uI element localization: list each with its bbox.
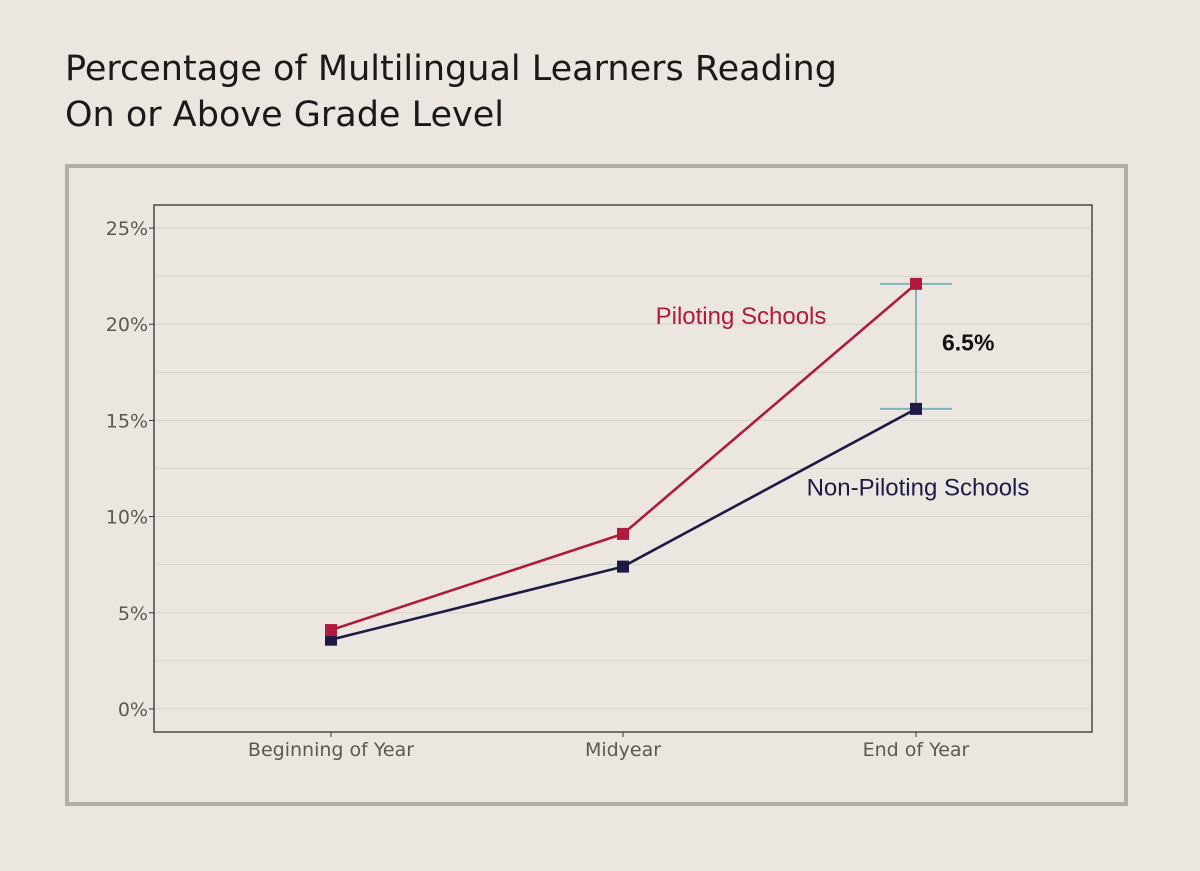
chart-title-line-2: On or Above Grade Level [65,95,504,135]
y-axis: 0% 5% 10% 15% 20% 25% [106,218,154,721]
data-point [325,624,337,637]
chart-title: Percentage of Multilingual Learners Read… [65,46,1065,138]
series-label: Non-Piloting Schools [807,474,1030,501]
chart-title-line-1: Percentage of Multilingual Learners Read… [65,49,837,89]
y-tick-label: 25% [106,218,148,240]
data-point [617,560,629,573]
series-group [325,277,922,646]
grid-lines [155,227,1091,710]
x-tick-label: End of Year [863,739,970,761]
x-tick-label: Beginning of Year [248,739,414,761]
chart-frame [65,164,1128,806]
gap-label: 6.5% [942,329,994,355]
y-tick-label: 10% [106,507,148,529]
x-tick-label: Midyear [585,739,661,761]
series-labels: Piloting Schools Non-Piloting Schools [656,303,1030,501]
y-tick-label: 5% [118,603,148,625]
data-point [617,527,629,540]
data-point [910,402,922,415]
y-tick-label: 0% [118,699,148,721]
y-tick-label: 15% [106,410,148,432]
x-axis: Beginning of Year Midyear End of Year [248,732,970,761]
y-tick-label: 20% [106,314,148,336]
data-point [325,633,337,646]
series-label: Piloting Schools [656,303,827,330]
data-point [910,277,922,290]
